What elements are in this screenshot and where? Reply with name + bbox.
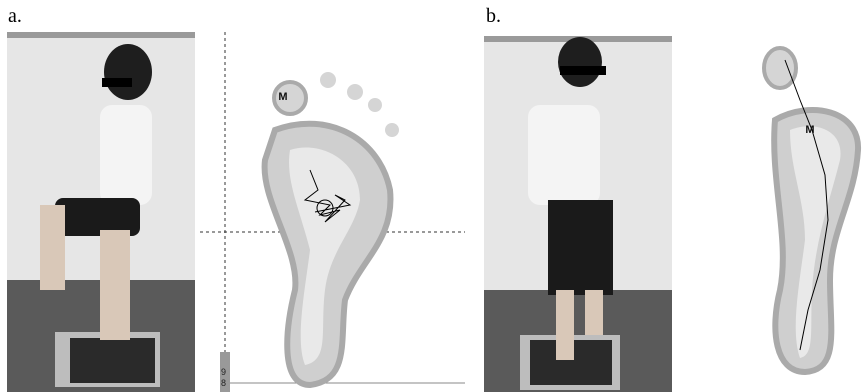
axis-digit: 9 bbox=[221, 367, 226, 377]
figure: a. M 9 8 b. M bbox=[0, 0, 866, 392]
panel-label: b. bbox=[486, 5, 501, 27]
marker: M bbox=[805, 124, 814, 136]
panel-label: a. bbox=[8, 5, 22, 27]
axis-digit: 8 bbox=[221, 378, 226, 388]
pressure-plot: M 9 8 bbox=[200, 32, 465, 392]
photo-front-view bbox=[484, 36, 672, 392]
pressure-plot: M bbox=[764, 48, 858, 372]
marker: M bbox=[278, 91, 287, 103]
photo-side-view bbox=[7, 32, 195, 392]
